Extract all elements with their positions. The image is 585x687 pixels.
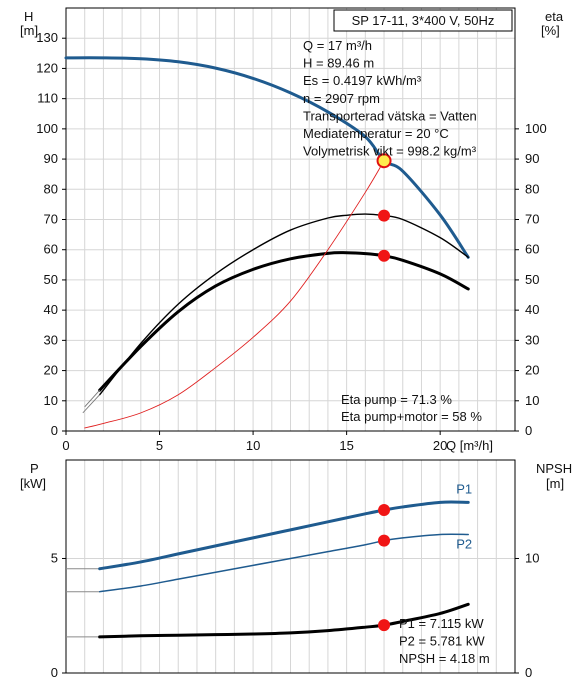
series-line: [64, 56, 470, 259]
y-tick-label-left: 110: [37, 91, 58, 106]
x-tick-label: 10: [246, 438, 260, 453]
info-line: Transporterad vätska = Vatten: [303, 108, 477, 123]
series-line: [84, 389, 101, 408]
info-line: H = 89.46 m: [303, 56, 374, 71]
y-tick-label-right: 40: [525, 302, 539, 317]
y-tick-label-right: 0: [525, 423, 532, 438]
y-tick-label-left: 90: [44, 151, 58, 166]
y-axis-label-right: eta: [545, 9, 564, 24]
y-tick-label-left: 0: [51, 423, 58, 438]
y-tick-label-left: 5: [51, 550, 58, 565]
operating-point-marker: [378, 534, 391, 547]
series-label: P1: [456, 481, 472, 496]
series-line: [98, 500, 470, 571]
y-tick-label-left: 0: [51, 665, 58, 680]
info-line: NPSH = 4.18 m: [399, 651, 490, 666]
y-tick-label-left: 30: [44, 332, 58, 347]
y-tick-label-left: 100: [36, 121, 58, 136]
y-tick-label-right: 90: [525, 151, 539, 166]
y-axis-unit-right: [m]: [546, 476, 564, 491]
y-tick-label-left: 10: [44, 393, 58, 408]
eta-line: Eta pump+motor = 58 %: [341, 409, 482, 424]
series-line: [82, 394, 101, 414]
duty-point-marker: [376, 153, 392, 169]
y-tick-label-left: 20: [44, 363, 58, 378]
operating-point-marker: [378, 209, 391, 222]
chart-title: SP 17-11, 3*400 V, 50Hz: [352, 13, 495, 28]
operating-point-marker: [378, 504, 391, 517]
x-tick-label: 5: [156, 438, 163, 453]
y-axis-unit-left: [kW]: [20, 476, 46, 491]
y-tick-label-left: 130: [36, 30, 58, 45]
y-tick-label-left: 80: [44, 181, 58, 196]
y-axis-label-left: P: [30, 461, 39, 476]
operating-point-marker: [378, 249, 391, 262]
info-line: Mediatemperatur = 20 °C: [303, 126, 449, 141]
y-tick-label-right: 10: [525, 393, 539, 408]
series-label: P2: [456, 536, 472, 551]
operating-point-marker: [378, 619, 391, 632]
y-tick-label-right: 80: [525, 181, 539, 196]
y-tick-label-left: 40: [44, 302, 58, 317]
y-tick-label-right: 20: [525, 363, 539, 378]
y-tick-label-right: 10: [525, 550, 539, 565]
series-line: [98, 213, 469, 396]
lower-plot-frame: [65, 459, 516, 674]
info-line: Volymetrisk vikt = 998.2 kg/m³: [303, 144, 477, 159]
y-axis-label-right: NPSH: [536, 461, 572, 476]
x-tick-label: 15: [339, 438, 353, 453]
y-tick-label-left: 120: [36, 60, 58, 75]
y-tick-label-left: 60: [44, 242, 58, 257]
y-axis-unit-right: [%]: [541, 23, 560, 38]
series-line: [84, 160, 385, 429]
series-line: [98, 533, 469, 593]
info-line: Q = 17 m³/h: [303, 38, 372, 53]
y-tick-label-left: 70: [44, 212, 58, 227]
y-tick-label-right: 0: [525, 665, 532, 680]
y-tick-label-right: 30: [525, 332, 539, 347]
y-tick-label-right: 100: [525, 121, 547, 136]
y-tick-label-right: 70: [525, 212, 539, 227]
y-tick-label-right: 60: [525, 242, 539, 257]
x-tick-label: 0: [62, 438, 69, 453]
info-line: P1 = 7.115 kW: [399, 616, 484, 631]
series-line: [98, 602, 470, 639]
x-axis-label: Q [m³/h]: [446, 438, 493, 453]
info-line: Es = 0.4197 kWh/m³: [303, 73, 422, 88]
y-axis-unit-left: [m]: [20, 23, 38, 38]
y-axis-label-left: H: [24, 9, 33, 24]
series-line: [98, 251, 470, 392]
info-line: P2 = 5.781 kW: [399, 634, 485, 649]
x-tick-label: 20: [433, 438, 447, 453]
eta-line: Eta pump = 71.3 %: [341, 392, 452, 407]
y-tick-label-right: 50: [525, 272, 539, 287]
info-line: n = 2907 rpm: [303, 91, 380, 106]
title-box: [333, 9, 513, 32]
y-tick-label-left: 50: [44, 272, 58, 287]
